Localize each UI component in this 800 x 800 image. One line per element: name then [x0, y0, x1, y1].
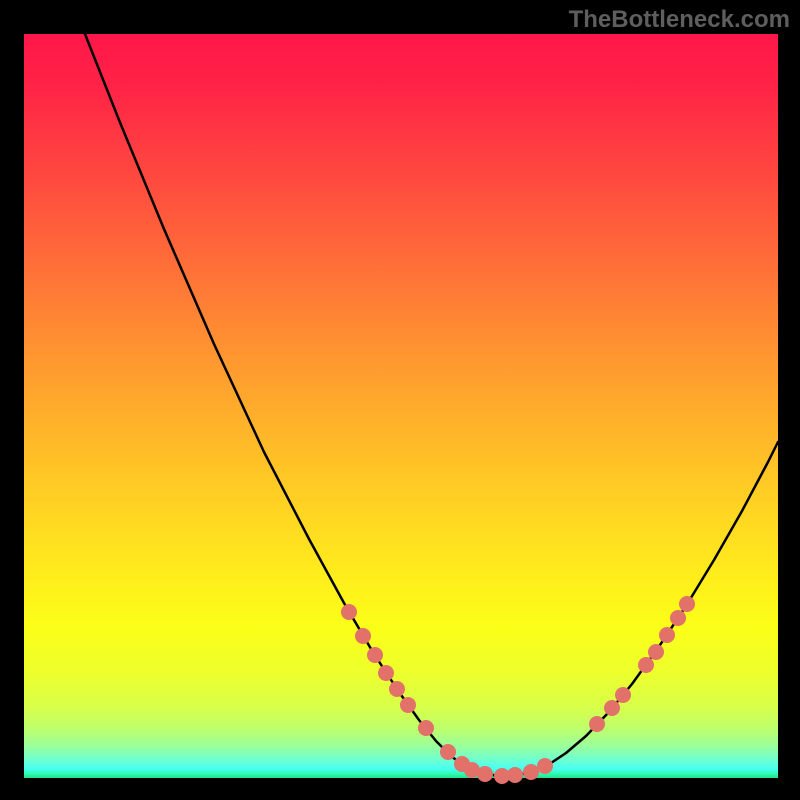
curve-marker [638, 657, 654, 673]
curve-marker [589, 716, 605, 732]
marker-group [341, 596, 695, 784]
curve-marker [389, 681, 405, 697]
curve-marker [615, 687, 631, 703]
curve-marker [477, 766, 493, 782]
curve-marker [604, 700, 620, 716]
curve-marker [440, 744, 456, 760]
curve-marker [679, 596, 695, 612]
plot-area [24, 34, 778, 778]
curve-marker [341, 604, 357, 620]
curve-marker [418, 720, 434, 736]
watermark-text: TheBottleneck.com [569, 6, 790, 34]
curve-marker [659, 627, 675, 643]
curve-marker [367, 647, 383, 663]
curve-marker [507, 767, 523, 783]
v-curve-line [85, 34, 778, 776]
curve-marker [378, 665, 394, 681]
curve-marker [523, 764, 539, 780]
curve-layer [24, 34, 778, 778]
curve-marker [670, 610, 686, 626]
curve-marker [648, 644, 664, 660]
curve-marker [400, 697, 416, 713]
curve-marker [537, 758, 553, 774]
curve-marker [355, 628, 371, 644]
